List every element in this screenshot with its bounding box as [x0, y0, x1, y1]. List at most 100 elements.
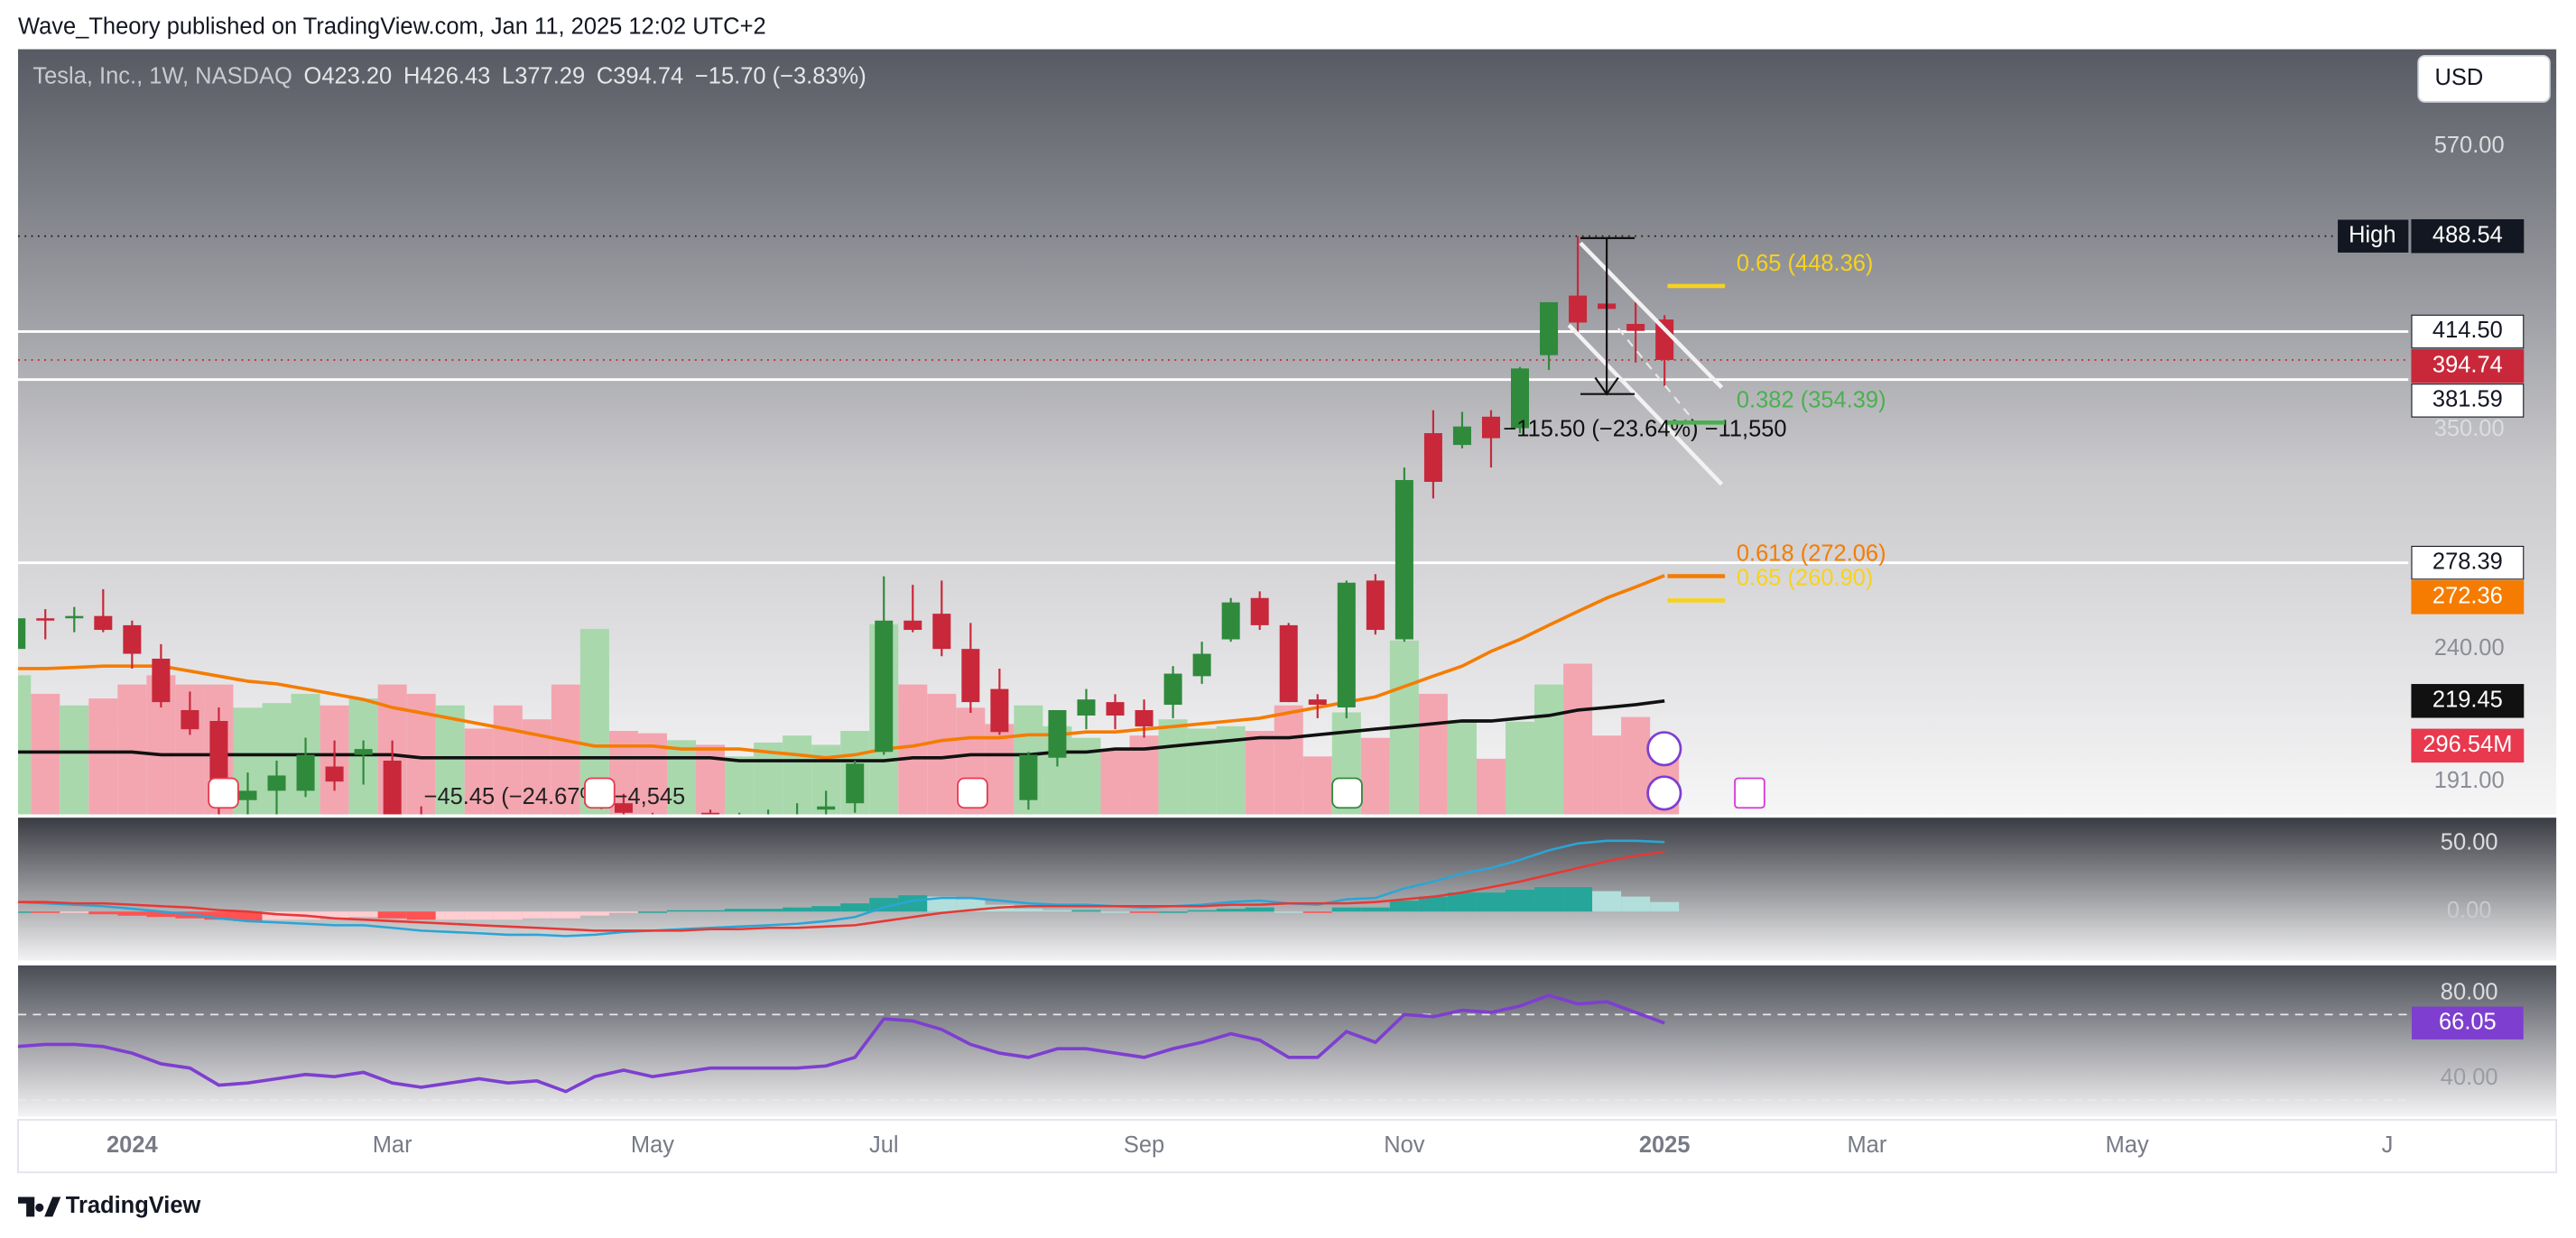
logo-mark	[18, 1196, 61, 1217]
macd-histogram	[1331, 907, 1361, 912]
macd-macd-line	[18, 839, 1665, 938]
macd-tick-label: 0.00	[2447, 898, 2492, 923]
price-label-box	[2411, 348, 2525, 383]
macd-histogram	[840, 903, 870, 912]
volume-bar	[1302, 756, 1332, 815]
macd-histogram	[1447, 892, 1477, 912]
x-tick-label: J	[2382, 1132, 2394, 1158]
candle-body	[614, 803, 633, 813]
price-label: 414.50	[2432, 318, 2503, 343]
moving-average	[18, 698, 1665, 762]
macd-histogram	[262, 911, 292, 920]
macd-histogram	[1302, 911, 1332, 913]
macd-histogram	[1042, 910, 1072, 912]
macd-histogram	[1650, 901, 1680, 912]
price-label: 394.74	[2432, 352, 2503, 377]
earnings-icon[interactable]	[1331, 777, 1363, 809]
macd-histogram	[608, 911, 638, 913]
macd-histogram	[725, 909, 755, 912]
candle-body	[1019, 754, 1038, 800]
macd-histogram	[522, 911, 551, 919]
fib-label: 0.382 (354.39)	[1737, 387, 1886, 412]
macd-histogram	[927, 896, 957, 912]
dividend-icon[interactable]	[1646, 731, 1682, 767]
candle-body	[152, 658, 171, 703]
split-icon[interactable]	[1646, 775, 1682, 811]
x-tick-label: 2025	[1639, 1132, 1691, 1158]
channel-mid	[1617, 328, 1693, 420]
earnings-icon[interactable]	[1734, 777, 1765, 809]
candle-body	[325, 766, 344, 782]
earnings-icon[interactable]	[208, 777, 239, 809]
volume-bar	[1158, 719, 1188, 815]
rsi-label-box	[2411, 1006, 2524, 1039]
macd-histogram	[146, 911, 176, 918]
footer-brand: TradingView	[66, 1193, 201, 1218]
macd-histogram	[1360, 907, 1390, 912]
candle-body	[296, 754, 315, 791]
rsi-plot	[18, 993, 2409, 1102]
volume-bar	[927, 693, 957, 815]
candle-body	[1250, 597, 1269, 625]
volume-bar	[493, 705, 523, 815]
macd-histogram	[493, 911, 523, 920]
x-tick-label: Nov	[1384, 1132, 1425, 1158]
x-tick-label: Mar	[373, 1132, 412, 1158]
candle-body	[94, 615, 113, 631]
macd-histogram	[435, 911, 465, 920]
candle-body	[1452, 426, 1471, 446]
candle-body	[701, 812, 720, 815]
volume-bar	[1505, 721, 1535, 815]
volume-bar	[898, 684, 928, 815]
candle-body	[1481, 416, 1500, 439]
candle-body	[267, 775, 286, 791]
time-axis	[17, 1119, 2558, 1174]
rsi-tick-label: 80.00	[2441, 979, 2498, 1004]
fib-label: 0.65 (448.36)	[1737, 251, 1874, 276]
macd-histogram	[1245, 907, 1274, 912]
legend-value: −15.70 (−3.83%)	[695, 63, 866, 88]
legend-title: Tesla, Inc., 1W, NASDAQ	[32, 63, 292, 88]
legend-value: H426.43	[403, 63, 490, 88]
volume-bar	[725, 756, 755, 815]
channel-line	[1579, 241, 1724, 390]
rsi-tick-label: 40.00	[2441, 1065, 2498, 1090]
earnings-icon[interactable]	[957, 777, 988, 809]
macd-histogram	[1621, 896, 1651, 912]
candle-body	[846, 763, 865, 804]
candle-body	[875, 620, 894, 753]
currency: USD	[2434, 65, 2483, 90]
candle-body	[1569, 295, 1588, 323]
currency-button[interactable]	[2417, 54, 2551, 103]
candle-body	[18, 618, 26, 650]
earnings-icon[interactable]	[584, 777, 616, 809]
candle-body	[1106, 702, 1125, 716]
price-label-box	[2411, 545, 2525, 580]
price-plot	[18, 235, 2409, 815]
price-label: 488.54	[2432, 222, 2503, 247]
macd-histogram	[869, 898, 899, 912]
macd-histogram	[811, 906, 841, 912]
x-tick-label: 2024	[107, 1132, 159, 1158]
macd-histogram	[1418, 896, 1448, 912]
macd-histogram	[1592, 891, 1622, 912]
macd-histogram	[464, 911, 494, 920]
volume-bar	[18, 675, 32, 815]
macd-histogram	[348, 911, 378, 918]
macd-histogram	[1476, 892, 1506, 912]
candle-body	[383, 760, 402, 815]
volume-bar	[1418, 693, 1448, 815]
macd-histogram	[1129, 911, 1159, 913]
macd-tick-label: 50.00	[2441, 830, 2498, 855]
macd-histogram	[406, 911, 436, 920]
macd-histogram	[377, 911, 407, 919]
legend-value: L377.29	[502, 63, 585, 88]
price-label-box	[2411, 383, 2525, 418]
volume-bar	[1621, 716, 1651, 815]
macd-histogram	[1100, 911, 1130, 913]
candle-body	[36, 618, 55, 621]
y-tick-label: 350.00	[2434, 416, 2505, 441]
fib-label: 0.618 (272.06)	[1737, 541, 1886, 567]
rsi-line	[18, 993, 1665, 1094]
